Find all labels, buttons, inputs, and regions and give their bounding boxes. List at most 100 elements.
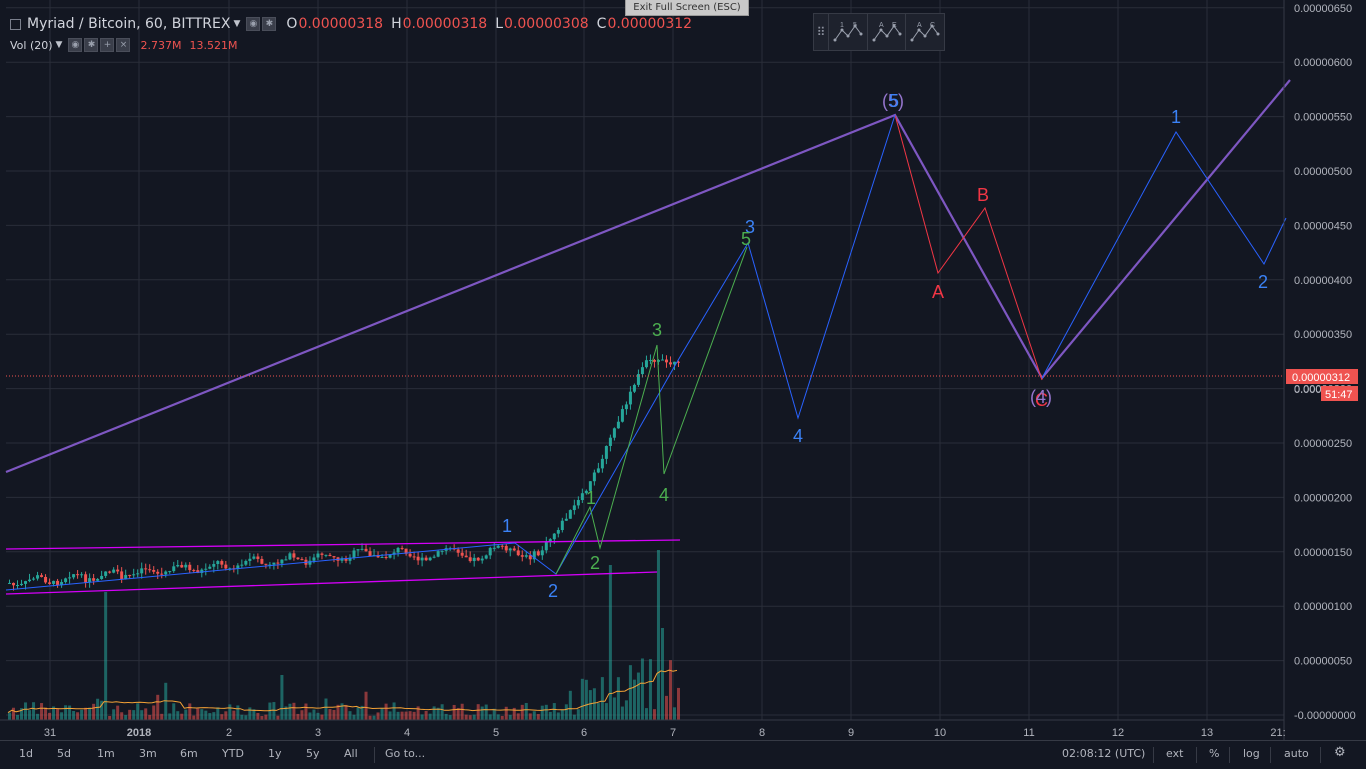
volume-bar: [232, 710, 236, 720]
wave-pattern-icon: A E: [872, 22, 901, 42]
utc-clock[interactable]: 02:08:12 (UTC): [1062, 747, 1146, 760]
candle-body: [492, 547, 496, 549]
candle-body: [320, 553, 324, 555]
volume-bar: [360, 705, 364, 720]
settings-icon[interactable]: ◉: [246, 17, 261, 31]
drag-handle-icon[interactable]: ⠿: [816, 25, 826, 39]
blue-small-wave-line[interactable]: [5, 361, 678, 591]
candle-body: [580, 493, 584, 501]
purple-wave-line[interactable]: [5, 79, 1291, 474]
volume-bar: [292, 702, 296, 720]
auto-scale-toggle[interactable]: auto: [1284, 747, 1309, 760]
candle-body: [628, 391, 632, 405]
volume-bar: [328, 709, 332, 720]
price-tick-label: 0.00000350: [1294, 329, 1352, 341]
candle-body: [96, 578, 100, 581]
go-to-date-button[interactable]: Go to...: [385, 747, 426, 760]
volume-bar: [392, 702, 396, 720]
candle-body: [652, 360, 656, 362]
blue-small-wave-label-2: 2: [548, 581, 558, 601]
symbol-legend: Myriad / Bitcoin, 60, BITTREX ▼ ◉ ✱ O 0.0…: [10, 16, 692, 32]
range-1m[interactable]: 1m: [97, 747, 115, 760]
candle-body: [64, 578, 68, 583]
time-tick-label: 12: [1112, 727, 1124, 739]
volume-indicator-title[interactable]: Vol (20): [10, 38, 53, 52]
chevron-down-icon[interactable]: ▼: [55, 40, 63, 50]
volume-bar: [500, 715, 504, 720]
volume-bar: [172, 703, 176, 720]
volume-bar: [488, 714, 492, 720]
channel-upper-line[interactable]: [5, 539, 681, 550]
range-5y[interactable]: 5y: [306, 747, 320, 760]
candle-body: [252, 556, 256, 559]
chevron-down-icon[interactable]: ▼: [233, 19, 241, 29]
add-icon[interactable]: +: [100, 38, 115, 52]
volume-bar: [168, 713, 172, 720]
volume-legend: Vol (20) ▼ ◉ ✱ + × 2.737M 13.521M: [10, 38, 237, 52]
volume-bar: [412, 711, 416, 720]
pattern-label-start: 1: [840, 22, 844, 29]
volume-bar: [140, 710, 144, 720]
high-value: 0.00000318: [402, 16, 488, 32]
volume-bar: [528, 713, 532, 720]
pattern-tool-15[interactable]: 1 5: [828, 14, 867, 50]
countdown-value: 51:47: [1325, 389, 1353, 401]
range-ytd[interactable]: YTD: [222, 747, 244, 760]
volume-bar: [288, 703, 292, 720]
candle-body: [344, 558, 348, 561]
volume-bar: [252, 709, 256, 720]
volume-bar: [660, 628, 664, 720]
green-wave-line[interactable]: [555, 246, 748, 575]
visibility-icon[interactable]: ◉: [68, 38, 83, 52]
gear-icon[interactable]: ⚙: [1334, 745, 1346, 760]
candle-body: [112, 569, 116, 573]
volume-bar: [344, 704, 348, 720]
candle-body: [212, 564, 216, 567]
volume-bar: [296, 713, 300, 720]
volume-bar: [128, 709, 132, 720]
range-6m[interactable]: 6m: [180, 747, 198, 760]
candle-body: [248, 558, 252, 561]
volume-bar: [584, 679, 588, 720]
volume-bar: [372, 715, 376, 720]
channel-lower-line[interactable]: [5, 571, 658, 595]
volume-bar: [280, 675, 284, 720]
percent-scale-toggle[interactable]: %: [1209, 747, 1220, 760]
close-icon[interactable]: ×: [116, 38, 131, 52]
pattern-tool-ac[interactable]: A C: [905, 14, 944, 50]
time-axis[interactable]: 31 2018 2 3 4 5 6 7 8 9 10 11 12 13 21:: [0, 719, 1286, 739]
volume-bar: [484, 704, 488, 720]
gear-icon[interactable]: ✱: [84, 38, 99, 52]
volume-bar: [40, 703, 44, 720]
candle-body: [664, 359, 668, 363]
volume-bar: [284, 706, 288, 720]
volume-bar: [68, 705, 72, 720]
blue-large-wave-continuation[interactable]: [1041, 131, 1287, 379]
volume-bar: [668, 660, 672, 720]
extended-hours-toggle[interactable]: ext: [1166, 747, 1184, 760]
range-3m[interactable]: 3m: [139, 747, 157, 760]
range-5d[interactable]: 5d: [57, 747, 71, 760]
candle-body: [572, 505, 576, 511]
candle-body: [640, 367, 644, 375]
range-all[interactable]: All: [344, 747, 358, 760]
range-1d[interactable]: 1d: [19, 747, 33, 760]
volume-bar: [96, 698, 100, 720]
price-axis[interactable]: 0.00000650 0.00000600 0.00000550 0.00000500…: [1283, 0, 1358, 740]
candle-body: [672, 361, 676, 365]
gear-icon[interactable]: ✱: [262, 17, 277, 31]
candle-body: [132, 574, 136, 576]
symbol-title[interactable]: Myriad / Bitcoin, 60, BITTREX: [27, 16, 231, 32]
range-1y[interactable]: 1y: [268, 747, 282, 760]
candle-body: [196, 570, 200, 573]
red-abc-correction-line[interactable]: [894, 114, 1043, 381]
blue-large-wave-line[interactable]: [676, 114, 896, 420]
volume-bar: [32, 702, 36, 720]
volume-bar: [636, 672, 640, 720]
pattern-tool-ae[interactable]: A E: [866, 14, 906, 50]
collapse-icon[interactable]: [10, 18, 21, 30]
pattern-label-start: A: [917, 22, 922, 29]
volume-bar: [56, 709, 60, 720]
log-scale-toggle[interactable]: log: [1243, 747, 1260, 760]
